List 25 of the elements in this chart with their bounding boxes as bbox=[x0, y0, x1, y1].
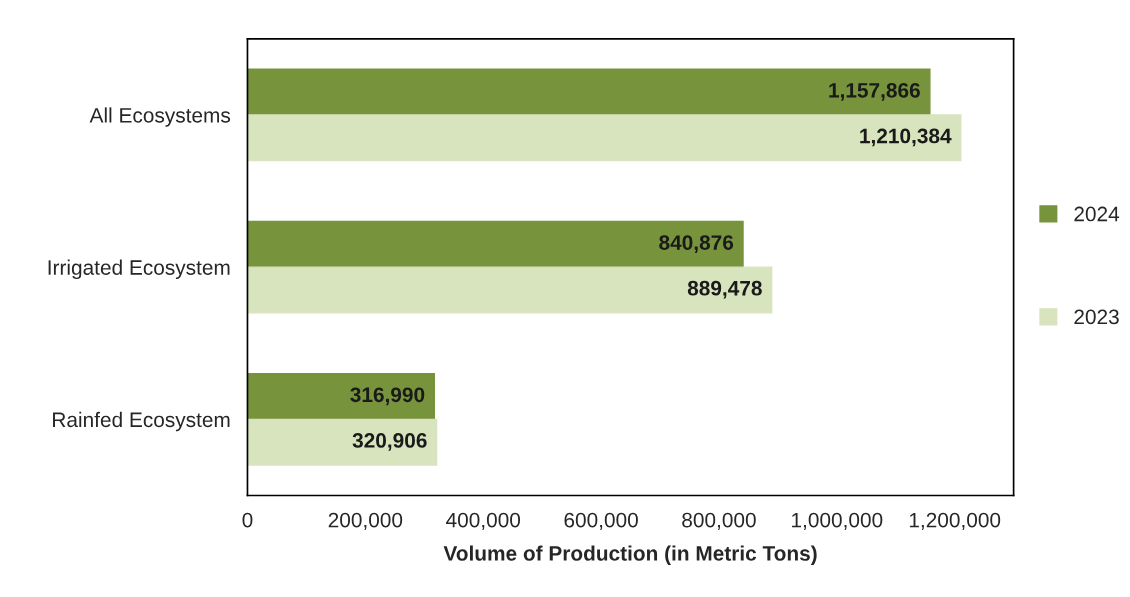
x-tick-label: 1,200,000 bbox=[909, 512, 1001, 530]
x-tick-label: 0 bbox=[242, 512, 253, 528]
x-tick-label: 800,000 bbox=[682, 512, 756, 530]
data-label: 1,210,384 bbox=[860, 128, 952, 147]
bar bbox=[247, 266, 773, 314]
data-label: 316,990 bbox=[350, 387, 425, 406]
y-tick-label: Rainfed Ecosystem bbox=[53, 411, 230, 432]
bar bbox=[247, 68, 931, 116]
data-label: 889,478 bbox=[687, 280, 762, 299]
x-tick-label: 600,000 bbox=[564, 512, 638, 530]
legend-label: 2024 bbox=[1074, 206, 1120, 222]
y-tick-label: Irrigated Ecosystem bbox=[48, 259, 230, 280]
legend-label: 2023 bbox=[1074, 309, 1119, 325]
bar bbox=[247, 114, 962, 162]
bar bbox=[247, 373, 435, 421]
data-label: 1,157,866 bbox=[829, 82, 920, 101]
data-label: 320,906 bbox=[352, 433, 427, 451]
bar bbox=[247, 418, 438, 466]
x-tick-label: 200,000 bbox=[328, 512, 403, 530]
x-axis-title: Volume of Production (in Metric Tons) bbox=[443, 545, 817, 565]
x-tick-label: 1,000,000 bbox=[792, 512, 883, 530]
x-tick-label: 400,000 bbox=[446, 512, 521, 530]
data-label: 840,876 bbox=[659, 235, 734, 253]
bar bbox=[247, 220, 744, 268]
y-tick-label: All Ecosystems bbox=[89, 107, 231, 127]
